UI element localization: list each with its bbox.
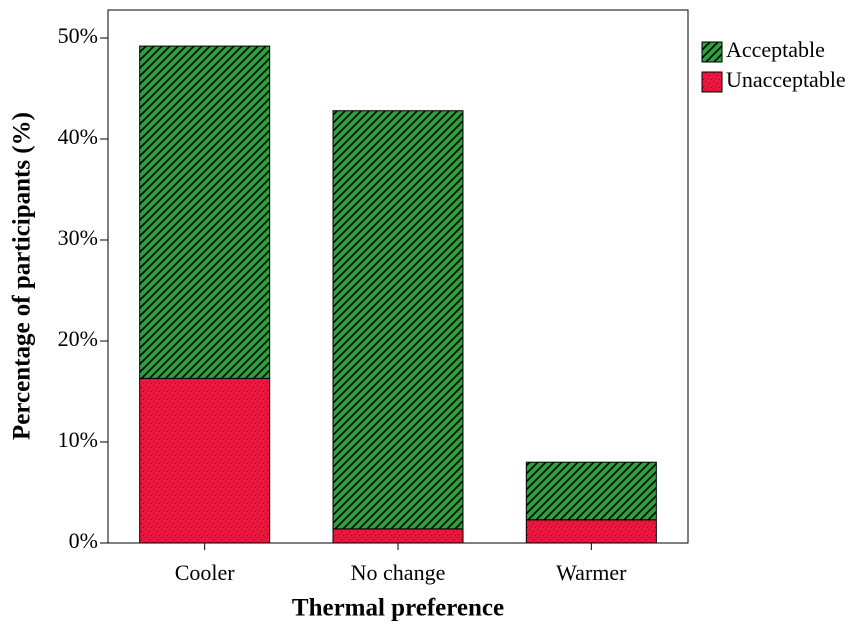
legend-swatch bbox=[701, 41, 723, 63]
y-tick-label: 20% bbox=[58, 326, 98, 351]
bar-segment bbox=[139, 377, 271, 544]
x-tick-label: No change bbox=[351, 560, 446, 585]
x-axis-title: Thermal preference bbox=[292, 595, 504, 622]
bar-segment bbox=[139, 45, 271, 379]
y-tick-label: 40% bbox=[58, 124, 98, 149]
y-axis-title: Percentage of participants (%) bbox=[9, 112, 36, 440]
bar-segment bbox=[525, 461, 657, 521]
legend-label: Unacceptable bbox=[726, 67, 846, 92]
bar-segment bbox=[332, 528, 464, 544]
y-tick-label: 30% bbox=[58, 225, 98, 250]
y-tick-label: 10% bbox=[58, 427, 98, 452]
bar-segment bbox=[525, 519, 657, 544]
bar-segment bbox=[332, 110, 464, 530]
y-tick-label: 0% bbox=[69, 528, 98, 553]
x-tick-label: Warmer bbox=[556, 560, 627, 585]
x-tick-label: Cooler bbox=[175, 560, 236, 585]
y-tick-label: 50% bbox=[58, 23, 98, 48]
legend-swatch bbox=[701, 71, 723, 93]
legend-label: Acceptable bbox=[726, 37, 825, 62]
